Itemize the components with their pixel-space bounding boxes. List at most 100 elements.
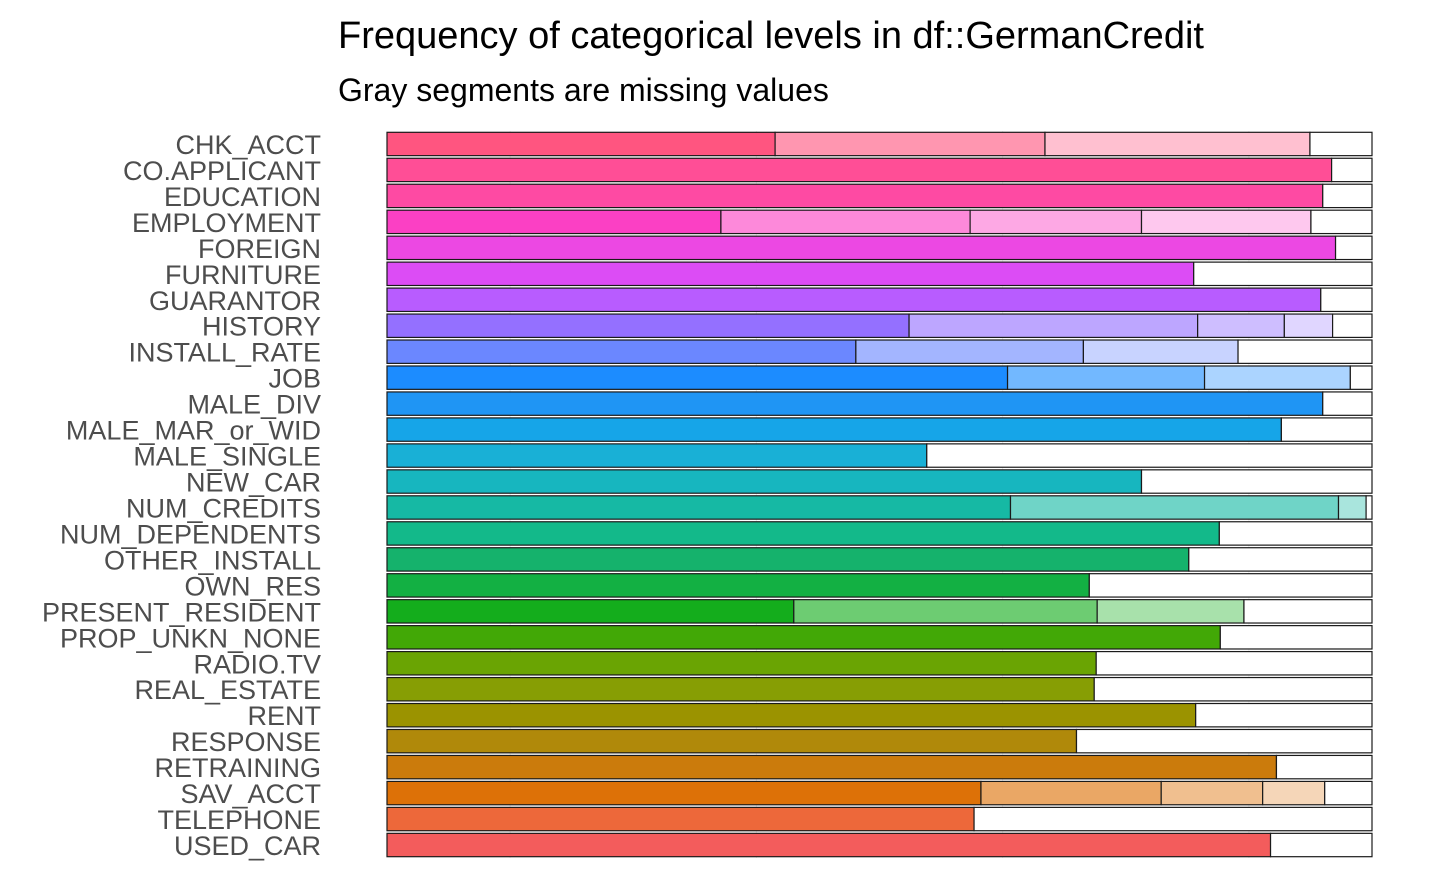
bar-segment <box>1096 599 1245 624</box>
bar-segment <box>386 832 1272 858</box>
bar-segment <box>793 599 1098 624</box>
bar-segment <box>1322 183 1373 209</box>
bar-segment <box>386 183 1324 209</box>
bar-FURNITURE <box>386 261 1373 287</box>
bar-segment <box>980 780 1162 806</box>
bar-segment <box>386 547 1190 572</box>
bar-segment <box>926 443 1373 468</box>
bar-HISTORY <box>386 313 1373 339</box>
bar-segment <box>386 806 975 832</box>
category-label: INSTALL_RATE <box>128 338 321 368</box>
category-label: OTHER_INSTALL <box>104 545 321 575</box>
bar-EDUCATION <box>386 183 1373 209</box>
bar-segment <box>1006 365 1206 390</box>
bar-segment <box>1283 313 1334 339</box>
bar-segment <box>1044 131 1311 157</box>
bar-CHK_ACCT <box>386 131 1373 157</box>
bar-segment <box>973 806 1373 832</box>
category-label: JOB <box>268 364 321 394</box>
category-label: TELEPHONE <box>157 805 321 835</box>
category-label: RETRAINING <box>154 753 321 783</box>
chart-subtitle: Gray segments are missing values <box>338 72 829 108</box>
bar-USED_CAR <box>386 832 1373 858</box>
bar-segment <box>1093 676 1373 702</box>
bar-PRESENT_RESIDENT <box>386 599 1373 624</box>
category-label: USED_CAR <box>174 831 321 861</box>
category-label: EDUCATION <box>164 182 321 212</box>
bar-segment <box>1095 650 1373 676</box>
bar-segment <box>386 728 1078 754</box>
bar-segment <box>386 287 1322 313</box>
bar-NEW_CAR <box>386 469 1373 494</box>
bar-segment <box>908 313 1199 339</box>
bar-segment <box>1009 495 1340 520</box>
bar-REAL_ESTATE <box>386 676 1373 702</box>
bar-segment <box>1197 313 1285 339</box>
bar-NUM_CREDITS <box>386 495 1373 520</box>
bar-segment <box>386 157 1333 183</box>
bar-segment <box>386 391 1324 416</box>
bar-segment <box>386 676 1095 702</box>
category-label: MALE_DIV <box>187 390 321 420</box>
bar-MALE_MAR_or_WID <box>386 417 1373 442</box>
bar-segment <box>1237 339 1373 364</box>
bars <box>386 131 1373 858</box>
category-label: GUARANTOR <box>149 286 321 316</box>
bar-segment <box>1218 521 1373 546</box>
bar-segment <box>386 599 795 624</box>
bar-segment <box>386 625 1221 650</box>
category-label: EMPLOYMENT <box>132 208 321 238</box>
bar-segment <box>386 469 1143 494</box>
bar-segment <box>1140 209 1312 235</box>
bar-segment <box>774 131 1046 157</box>
category-label: SAV_ACCT <box>180 779 321 809</box>
bar-JOB <box>386 365 1373 390</box>
bar-RESPONSE <box>386 728 1373 754</box>
bar-segment <box>1337 495 1367 520</box>
bar-segment <box>1243 599 1373 624</box>
bar-segment <box>1082 339 1239 364</box>
bar-RADIO.TV <box>386 650 1373 676</box>
category-label: RENT <box>248 701 322 731</box>
bar-segment <box>386 573 1090 598</box>
bar-segment <box>386 495 1012 520</box>
bar-segment <box>1331 157 1373 183</box>
bar-segment <box>386 650 1097 676</box>
category-label: PRESENT_RESIDENT <box>42 597 321 627</box>
category-label: OWN_RES <box>184 571 321 601</box>
category-label: NUM_CREDITS <box>126 493 321 523</box>
bar-segment <box>1280 417 1373 442</box>
bar-segment <box>386 131 776 157</box>
category-labels: CHK_ACCTCO.APPLICANTEDUCATIONEMPLOYMENTF… <box>42 130 321 861</box>
bar-EMPLOYMENT <box>386 209 1373 235</box>
category-label: NEW_CAR <box>186 468 321 498</box>
bar-segment <box>1219 625 1373 650</box>
bar-segment <box>1331 313 1373 339</box>
bar-MALE_DIV <box>386 391 1373 416</box>
bar-OWN_RES <box>386 573 1373 598</box>
bar-segment <box>1269 832 1373 858</box>
bar-segment <box>1275 754 1373 780</box>
bar-segment <box>1322 391 1373 416</box>
category-label: PROP_UNKN_NONE <box>60 623 321 653</box>
bar-segment <box>1262 780 1326 806</box>
bar-INSTALL_RATE <box>386 339 1373 364</box>
category-label: REAL_ESTATE <box>134 675 321 705</box>
bar-segment <box>1320 287 1373 313</box>
bar-segment <box>386 365 1009 390</box>
bar-segment <box>1193 261 1373 287</box>
bar-segment <box>386 261 1195 287</box>
bar-segment <box>1075 728 1373 754</box>
bar-segment <box>1203 365 1351 390</box>
bar-CO.APPLICANT <box>386 157 1373 183</box>
bar-segment <box>386 443 928 468</box>
bar-segment <box>1365 495 1373 520</box>
bar-segment <box>386 702 1197 728</box>
bar-FOREIGN <box>386 235 1373 261</box>
category-label: HISTORY <box>202 312 321 342</box>
bar-RENT <box>386 702 1373 728</box>
bar-segment <box>386 313 910 339</box>
bar-segment <box>386 780 982 806</box>
bar-TELEPHONE <box>386 806 1373 832</box>
